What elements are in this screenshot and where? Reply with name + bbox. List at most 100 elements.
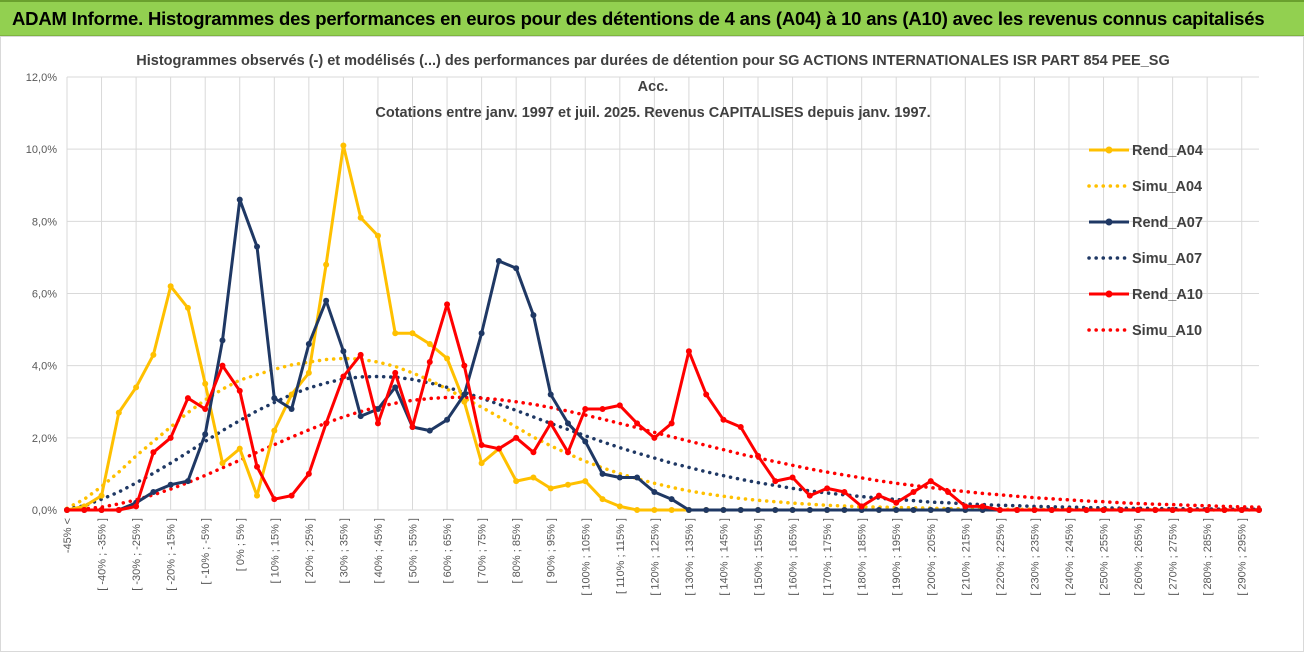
x-axis: -45% < [ -40% ; -35% ] [ -30% ; -25% ] [ -2… bbox=[62, 518, 1249, 596]
chart-svg: 0,0% 2,0% 4,0% 6,0% 8,0% 10,0% 12,0% -45% < [ -4… bbox=[26, 53, 1262, 596]
data-point bbox=[357, 351, 364, 358]
y-axis: 0,0% 2,0% 4,0% 6,0% 8,0% 10,0% 12,0% bbox=[26, 72, 57, 517]
data-point bbox=[668, 420, 675, 427]
data-point bbox=[599, 496, 606, 503]
gridlines bbox=[66, 76, 1259, 511]
x-tick-label: [ 160% ; 165% ] bbox=[788, 518, 800, 596]
data-point bbox=[564, 449, 571, 456]
data-point bbox=[495, 445, 502, 452]
data-point bbox=[271, 427, 278, 434]
data-point bbox=[167, 481, 174, 488]
data-point bbox=[236, 445, 243, 452]
data-point bbox=[374, 420, 381, 427]
data-point bbox=[755, 507, 762, 513]
data-point bbox=[409, 424, 416, 431]
data-point bbox=[444, 416, 451, 423]
series-Simu_A10 bbox=[65, 395, 1261, 512]
data-point bbox=[893, 499, 900, 506]
data-point bbox=[668, 496, 675, 503]
data-point bbox=[219, 362, 226, 369]
x-tick-label: [ 110% ; 115% ] bbox=[615, 518, 627, 594]
data-point bbox=[634, 474, 641, 481]
data-point bbox=[824, 507, 831, 513]
series-Rend_A10 bbox=[64, 301, 1262, 513]
x-tick-label: [ -30% ; -25% ] bbox=[131, 518, 143, 591]
data-point bbox=[426, 359, 433, 366]
chart-title-line: Histogrammes observés (-) et modélisés (… bbox=[136, 53, 1170, 69]
legend-marker bbox=[1105, 290, 1113, 298]
x-tick-label: [ 170% ; 175% ] bbox=[822, 518, 834, 596]
chart-title-line: Cotations entre janv. 1997 et juil. 2025… bbox=[375, 105, 930, 121]
x-tick-label: [ 10% ; 15% ] bbox=[269, 518, 281, 583]
data-point bbox=[133, 503, 140, 510]
x-tick-label: [ 190% ; 195% ] bbox=[891, 518, 903, 596]
data-point bbox=[703, 507, 710, 513]
x-tick-label: [ -40% ; -35% ] bbox=[97, 518, 109, 591]
y-tick-label: 6,0% bbox=[32, 289, 57, 301]
data-point bbox=[340, 373, 347, 380]
data-point bbox=[737, 424, 744, 431]
data-point bbox=[254, 463, 261, 470]
data-point bbox=[910, 507, 917, 513]
data-point bbox=[184, 304, 191, 311]
data-point bbox=[323, 420, 330, 427]
series-Rend_A07 bbox=[64, 196, 1262, 513]
x-tick-label: [ 30% ; 35% ] bbox=[338, 518, 350, 583]
data-point bbox=[582, 438, 589, 445]
data-point bbox=[564, 481, 571, 488]
data-point bbox=[271, 395, 278, 402]
data-point bbox=[81, 507, 88, 513]
data-point bbox=[236, 387, 243, 394]
data-point bbox=[547, 391, 554, 398]
data-point bbox=[357, 214, 364, 221]
x-tick-label: [ 80% ; 85% ] bbox=[511, 518, 523, 583]
data-point bbox=[271, 496, 278, 503]
x-tick-label: [ 60% ; 65% ] bbox=[442, 518, 454, 583]
data-point bbox=[547, 485, 554, 492]
data-point bbox=[98, 507, 105, 513]
data-point bbox=[875, 507, 882, 513]
data-point bbox=[1169, 507, 1176, 513]
data-point bbox=[305, 470, 312, 477]
data-point bbox=[616, 503, 623, 510]
series-Rend_A04 bbox=[64, 142, 1262, 513]
data-point bbox=[875, 492, 882, 499]
legend-label: Rend_A04 bbox=[1132, 143, 1203, 159]
legend-item-Simu_A07: Simu_A07 bbox=[1087, 251, 1202, 267]
data-point bbox=[720, 507, 727, 513]
data-point bbox=[167, 283, 174, 290]
y-tick-label: 10,0% bbox=[26, 144, 57, 156]
data-point bbox=[685, 348, 692, 355]
data-point bbox=[254, 243, 261, 250]
data-point bbox=[651, 434, 658, 441]
y-tick-label: 4,0% bbox=[32, 361, 57, 373]
series-line-Simu_A04 bbox=[65, 356, 1261, 512]
data-point bbox=[530, 474, 537, 481]
data-point bbox=[841, 488, 848, 495]
x-tick-label: [ 40% ; 45% ] bbox=[373, 518, 385, 583]
data-point bbox=[288, 405, 295, 412]
legend-item-Rend_A04: Rend_A04 bbox=[1089, 143, 1203, 159]
data-point bbox=[1152, 507, 1159, 513]
x-tick-label: [ 70% ; 75% ] bbox=[477, 518, 489, 583]
data-point bbox=[789, 507, 796, 513]
data-point bbox=[202, 380, 209, 387]
data-point bbox=[323, 261, 330, 268]
data-point bbox=[841, 507, 848, 513]
x-tick-label: [ 210% ; 215% ] bbox=[960, 518, 972, 596]
data-point bbox=[772, 507, 779, 513]
y-tick-label: 12,0% bbox=[26, 72, 57, 84]
data-point bbox=[1135, 507, 1142, 513]
x-tick-label: [ 250% ; 255% ] bbox=[1099, 518, 1111, 596]
header-banner: ADAM Informe. Histogrammes des performan… bbox=[0, 0, 1304, 36]
data-point bbox=[340, 348, 347, 355]
data-point bbox=[461, 391, 468, 398]
data-point bbox=[858, 503, 865, 510]
data-point bbox=[651, 488, 658, 495]
data-point bbox=[184, 478, 191, 485]
data-point bbox=[513, 478, 520, 485]
series-line-Simu_A10 bbox=[65, 395, 1261, 512]
x-tick-label: [ 90% ; 95% ] bbox=[546, 518, 558, 583]
data-point bbox=[1048, 507, 1055, 513]
data-point bbox=[824, 485, 831, 492]
